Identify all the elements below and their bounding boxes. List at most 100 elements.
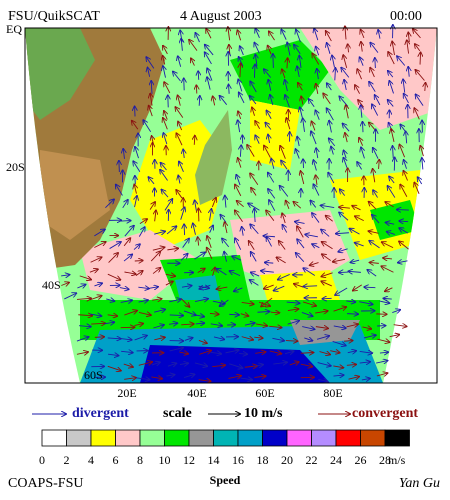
wind-arrow xyxy=(399,241,409,250)
wind-arrow xyxy=(298,83,303,91)
wind-arrow xyxy=(274,285,285,290)
color-swatch xyxy=(139,429,165,447)
wind-arrow xyxy=(370,68,375,78)
wind-arrow xyxy=(265,262,274,263)
wind-arrow xyxy=(197,269,205,273)
wind-arrow xyxy=(313,184,320,196)
wind-arrow xyxy=(312,213,320,223)
wind-arrow xyxy=(333,259,346,262)
wind-arrow xyxy=(199,350,211,355)
map xyxy=(25,28,437,383)
wind-arrow xyxy=(207,77,210,90)
color-swatch xyxy=(164,429,190,447)
wind-arrow xyxy=(346,324,358,327)
wind-arrow xyxy=(296,30,301,43)
wind-arrow xyxy=(163,133,166,145)
wind-arrow xyxy=(344,341,353,342)
wind-arrow xyxy=(251,188,257,196)
wind-arrow xyxy=(89,296,102,301)
wind-arrow xyxy=(392,41,394,56)
wind-arrow xyxy=(105,199,114,209)
wind-arrow xyxy=(316,84,318,94)
wind-arrow xyxy=(61,282,69,285)
lon-label: 20E xyxy=(117,386,136,400)
wind-arrow xyxy=(303,118,305,132)
wind-arrow xyxy=(316,148,318,159)
wind-arrow xyxy=(241,337,253,340)
wind-arrow xyxy=(152,268,160,274)
wind-arrow xyxy=(317,69,319,80)
wind-arrow xyxy=(210,225,213,233)
wind-arrow xyxy=(229,363,242,368)
wind-arrow xyxy=(148,68,150,77)
wind-arrow xyxy=(135,147,139,159)
scale-label: scale xyxy=(163,406,192,421)
wind-arrow xyxy=(413,29,421,39)
wind-arrow xyxy=(124,272,135,274)
color-swatch xyxy=(335,429,361,447)
wind-arrow xyxy=(78,315,92,316)
colorbar-label: 14 xyxy=(208,453,220,467)
wind-arrow xyxy=(361,30,364,39)
wind-arrow xyxy=(304,338,312,341)
wind-arrow xyxy=(400,125,406,132)
wind-arrow xyxy=(123,238,130,247)
wind-arrow xyxy=(76,298,91,299)
wind-arrow xyxy=(138,287,149,288)
wind-arrow xyxy=(281,161,288,170)
wind-arrow xyxy=(249,241,255,250)
wind-arrow xyxy=(416,94,424,106)
wind-arrow xyxy=(176,190,183,199)
wind-arrow xyxy=(123,149,124,159)
wind-arrow xyxy=(328,173,335,184)
wind-arrow xyxy=(121,351,133,352)
wind-arrow xyxy=(285,341,298,342)
wind-arrow xyxy=(76,337,89,342)
wind-arrow xyxy=(339,212,349,221)
wind-arrow xyxy=(399,145,406,158)
wind-arrow xyxy=(210,209,212,221)
wind-arrow xyxy=(207,248,213,259)
wind-arrow xyxy=(372,215,380,224)
wind-arrow xyxy=(346,301,355,302)
wind-arrow xyxy=(123,254,132,262)
wind-arrow xyxy=(240,145,241,157)
wind-arrow xyxy=(250,96,257,105)
wind-arrow xyxy=(195,323,205,324)
wind-arrow xyxy=(250,224,259,235)
wind-arrow xyxy=(373,148,379,159)
color-swatch xyxy=(90,429,116,447)
wind-arrow xyxy=(321,205,335,207)
wind-arrow xyxy=(236,175,241,186)
wind-arrow xyxy=(235,238,242,250)
wind-arrow xyxy=(303,286,318,287)
wind-arrow xyxy=(272,338,284,340)
wind-arrow xyxy=(279,241,286,250)
wind-arrow xyxy=(248,203,260,211)
wind-arrow xyxy=(336,233,349,234)
map-frame xyxy=(24,27,438,384)
wind-arrow xyxy=(212,198,216,208)
wind-arrow xyxy=(179,161,184,173)
wind-arrow xyxy=(151,362,160,365)
wind-arrow xyxy=(287,58,288,69)
wind-arrow xyxy=(315,110,320,120)
wind-arrow xyxy=(194,136,195,145)
wind-arrow xyxy=(163,118,168,130)
wind-arrow xyxy=(387,232,395,235)
wind-arrow xyxy=(238,79,243,92)
colorbar-label: 8 xyxy=(137,453,143,467)
wind-arrow xyxy=(216,287,228,289)
wind-arrow xyxy=(303,159,304,169)
wind-arrow xyxy=(108,354,118,355)
wind-arrow xyxy=(268,135,270,144)
wind-arrow xyxy=(415,44,421,52)
color-swatch xyxy=(41,429,67,447)
wind-arrow xyxy=(294,284,304,287)
wind-arrow xyxy=(123,364,133,367)
wind-arrow xyxy=(107,338,121,339)
wind-arrow xyxy=(150,94,152,106)
wind-arrow xyxy=(120,300,132,302)
wind-arrow xyxy=(335,68,336,81)
wind-arrow xyxy=(235,185,242,197)
